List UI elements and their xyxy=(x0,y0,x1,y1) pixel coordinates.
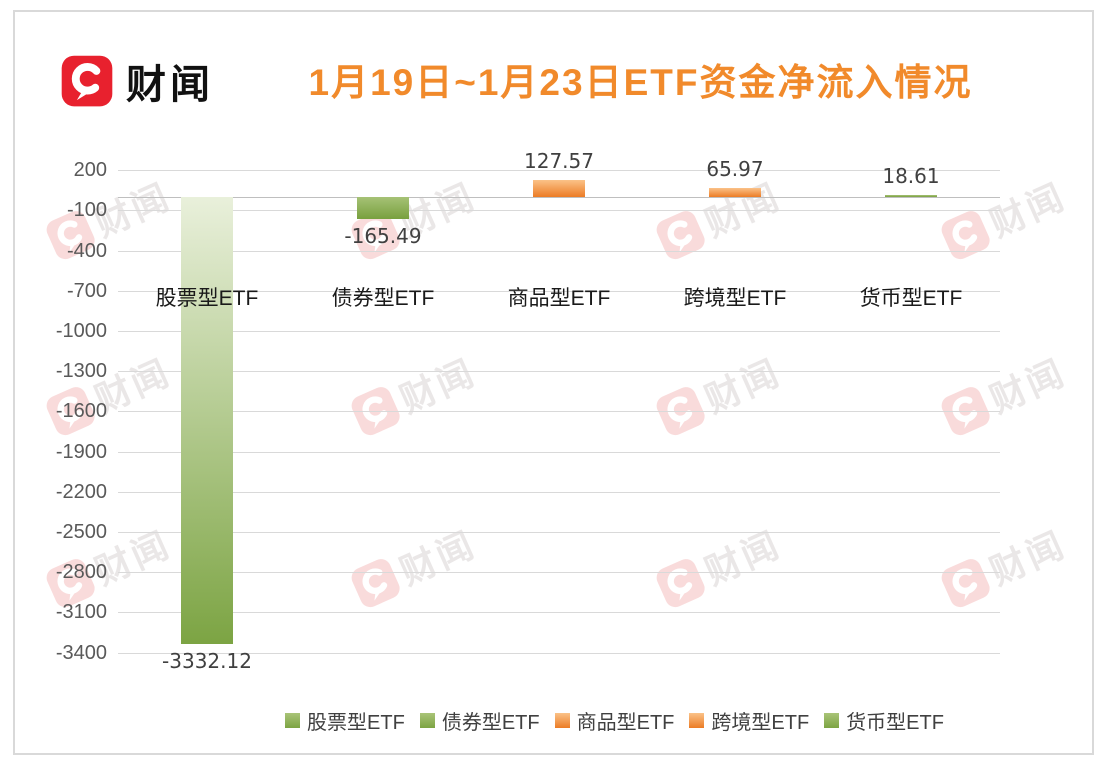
y-tick-label: -1300 xyxy=(55,360,107,382)
chart-bar xyxy=(709,188,761,197)
y-tick-label: -100 xyxy=(66,199,107,221)
category-label: 债券型ETF xyxy=(331,287,435,310)
chart-bar xyxy=(181,197,233,644)
y-tick-label: -1900 xyxy=(55,441,107,463)
gridline xyxy=(118,572,1000,573)
legend-label: 货币型ETF xyxy=(846,712,944,734)
y-tick-label: -2800 xyxy=(55,561,107,583)
gridline xyxy=(118,612,1000,613)
y-tick-label: -3400 xyxy=(55,642,107,664)
y-tick-label: -400 xyxy=(66,240,107,262)
gridline xyxy=(118,532,1000,533)
chart-bar xyxy=(885,194,937,197)
chart-bar xyxy=(357,197,409,220)
y-tick-label: -1000 xyxy=(55,320,107,342)
category-label: 货币型ETF xyxy=(859,287,963,310)
y-tick-label: -2200 xyxy=(55,481,107,503)
legend-item: 跨境型ETF xyxy=(689,706,809,735)
gridline xyxy=(118,452,1000,453)
zero-axis-line xyxy=(118,197,1000,198)
bar-value-label: -165.49 xyxy=(344,224,422,249)
legend-label: 商品型ETF xyxy=(576,712,675,734)
y-tick-label: -1600 xyxy=(55,400,107,422)
gridline xyxy=(118,331,1000,332)
gridline xyxy=(118,371,1000,372)
legend-swatch xyxy=(824,713,840,728)
legend-label: 跨境型ETF xyxy=(711,712,810,734)
legend-item: 商品型ETF xyxy=(554,706,675,735)
y-tick-label: -2500 xyxy=(55,521,107,543)
brand: 财闻 xyxy=(60,52,214,110)
gridline xyxy=(118,653,1000,654)
chart-bar xyxy=(533,179,585,197)
gridline xyxy=(118,291,1000,292)
bar-value-label: 127.57 xyxy=(524,148,594,173)
gridline xyxy=(118,210,1000,211)
y-tick-label: -3100 xyxy=(55,601,107,623)
gridline xyxy=(118,411,1000,412)
gridline xyxy=(118,492,1000,493)
legend-swatch xyxy=(554,713,570,728)
gridline xyxy=(118,251,1000,252)
legend-swatch xyxy=(689,713,705,728)
category-label: 股票型ETF xyxy=(155,287,259,310)
legend-item: 货币型ETF xyxy=(824,706,944,735)
category-label: 跨境型ETF xyxy=(683,287,787,310)
legend-swatch xyxy=(285,713,301,728)
legend: 股票型ETF 债券型ETF 商品型ETF 跨境型ETF 货币型ETF xyxy=(64,706,1101,735)
bar-value-label: 18.61 xyxy=(882,163,940,188)
y-tick-label: 200 xyxy=(73,159,107,181)
category-label: 商品型ETF xyxy=(507,287,611,310)
chart-title: 1月19日~1月23日ETF资金净流入情况 xyxy=(308,62,973,103)
legend-item: 债券型ETF xyxy=(419,706,540,735)
bar-value-label: -3332.12 xyxy=(162,648,252,673)
legend-label: 股票型ETF xyxy=(307,712,405,734)
bar-value-label: 65.97 xyxy=(706,157,764,182)
caiwen-logo-icon xyxy=(60,54,114,108)
y-tick-label: -700 xyxy=(66,280,107,302)
gridline xyxy=(118,170,1000,171)
brand-name: 财闻 xyxy=(126,63,214,107)
legend-swatch xyxy=(419,713,435,728)
legend-label: 债券型ETF xyxy=(441,712,540,734)
legend-item: 股票型ETF xyxy=(285,706,405,735)
